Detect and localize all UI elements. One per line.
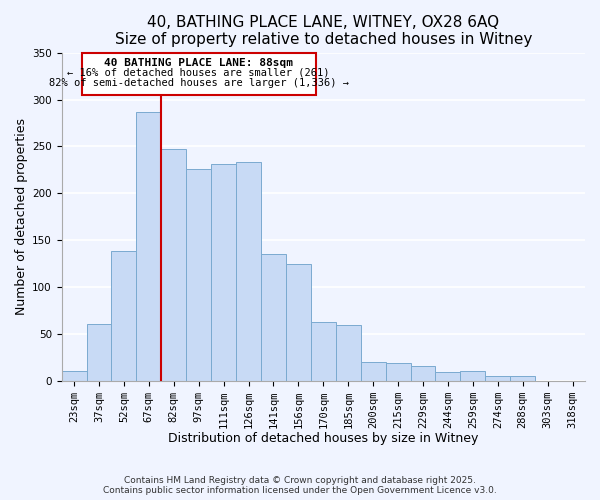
- Bar: [186, 169, 211, 380]
- Bar: [286, 264, 311, 380]
- Bar: [86, 324, 112, 380]
- Bar: [112, 252, 136, 380]
- Bar: [460, 371, 485, 380]
- Bar: [62, 371, 86, 380]
- Bar: [211, 164, 236, 380]
- Bar: [386, 363, 410, 380]
- Bar: [361, 362, 386, 380]
- Bar: [510, 376, 535, 380]
- Y-axis label: Number of detached properties: Number of detached properties: [15, 118, 28, 315]
- Bar: [336, 326, 361, 380]
- Bar: [261, 254, 286, 380]
- Bar: [436, 372, 460, 380]
- Bar: [311, 322, 336, 380]
- Text: Contains HM Land Registry data © Crown copyright and database right 2025.
Contai: Contains HM Land Registry data © Crown c…: [103, 476, 497, 495]
- Bar: [161, 149, 186, 380]
- Text: 82% of semi-detached houses are larger (1,336) →: 82% of semi-detached houses are larger (…: [49, 78, 349, 88]
- Bar: [236, 162, 261, 380]
- Bar: [410, 366, 436, 380]
- Text: ← 16% of detached houses are smaller (261): ← 16% of detached houses are smaller (26…: [67, 68, 330, 78]
- Bar: [485, 376, 510, 380]
- Bar: [136, 112, 161, 380]
- X-axis label: Distribution of detached houses by size in Witney: Distribution of detached houses by size …: [168, 432, 479, 445]
- Text: 40 BATHING PLACE LANE: 88sqm: 40 BATHING PLACE LANE: 88sqm: [104, 58, 293, 68]
- Title: 40, BATHING PLACE LANE, WITNEY, OX28 6AQ
Size of property relative to detached h: 40, BATHING PLACE LANE, WITNEY, OX28 6AQ…: [115, 15, 532, 48]
- FancyBboxPatch shape: [82, 52, 316, 95]
